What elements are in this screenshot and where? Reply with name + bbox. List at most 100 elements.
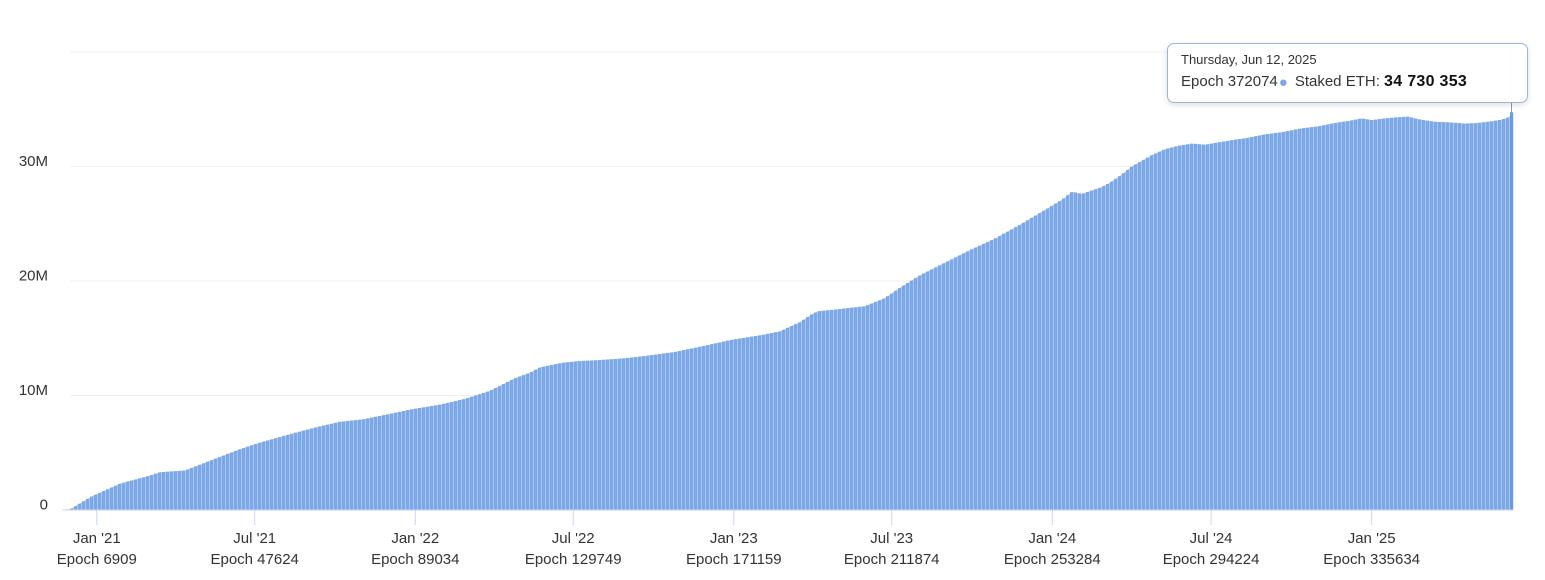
bar[interactable] (1234, 139, 1238, 510)
bar[interactable] (1186, 144, 1190, 511)
bar[interactable] (310, 428, 314, 511)
bar[interactable] (1098, 187, 1102, 510)
bar[interactable] (222, 455, 226, 510)
bar[interactable] (1214, 142, 1218, 510)
bar[interactable] (1002, 233, 1006, 510)
bar[interactable] (1390, 117, 1394, 511)
bar[interactable] (1058, 201, 1062, 510)
bar[interactable] (1238, 139, 1242, 510)
bar[interactable] (710, 344, 714, 510)
bar[interactable] (974, 247, 978, 510)
bar[interactable] (494, 388, 498, 510)
bar[interactable] (1426, 120, 1430, 510)
bar[interactable] (194, 466, 198, 510)
bar[interactable] (138, 478, 142, 510)
bar[interactable] (842, 308, 846, 510)
bar[interactable] (558, 363, 562, 510)
bar[interactable] (330, 423, 334, 510)
bar[interactable] (1370, 120, 1374, 510)
bar[interactable] (1274, 133, 1278, 510)
bar[interactable] (894, 290, 898, 510)
bar[interactable] (1078, 193, 1082, 510)
bar[interactable] (854, 307, 858, 510)
bar[interactable] (102, 491, 106, 510)
bar[interactable] (254, 444, 258, 510)
bar[interactable] (402, 411, 406, 510)
bar[interactable] (226, 454, 230, 510)
bar[interactable] (566, 362, 570, 510)
bar[interactable] (810, 314, 814, 510)
bar[interactable] (686, 349, 690, 510)
bar[interactable] (1146, 157, 1150, 510)
bar[interactable] (178, 470, 182, 510)
bar[interactable] (1126, 169, 1130, 510)
bar[interactable] (794, 324, 798, 510)
bar[interactable] (378, 416, 382, 510)
bar[interactable] (1394, 117, 1398, 511)
bar[interactable] (410, 409, 414, 510)
bar[interactable] (426, 406, 430, 510)
bar[interactable] (1222, 141, 1226, 511)
bar[interactable] (1170, 147, 1174, 510)
bar[interactable] (286, 434, 290, 510)
bar[interactable] (1018, 225, 1022, 510)
bar[interactable] (634, 357, 638, 510)
bar[interactable] (1326, 124, 1330, 511)
bar[interactable] (1466, 123, 1470, 511)
bar[interactable] (1114, 178, 1118, 510)
bar[interactable] (546, 365, 550, 510)
bar[interactable] (594, 360, 598, 510)
bar[interactable] (618, 358, 622, 510)
bar[interactable] (858, 306, 862, 510)
bar[interactable] (1422, 120, 1426, 510)
bar[interactable] (414, 408, 418, 510)
bar[interactable] (1382, 118, 1386, 510)
bar[interactable] (1046, 208, 1050, 511)
bar[interactable] (1286, 131, 1290, 510)
bar[interactable] (822, 310, 826, 510)
bar[interactable] (598, 360, 602, 510)
bar[interactable] (362, 419, 366, 510)
bar[interactable] (738, 338, 742, 510)
bar[interactable] (1134, 164, 1138, 510)
bar[interactable] (1106, 184, 1110, 510)
bar[interactable] (1450, 122, 1454, 511)
bar[interactable] (574, 361, 578, 510)
bar[interactable] (1122, 173, 1126, 510)
bar[interactable] (486, 391, 490, 510)
bar[interactable] (162, 472, 166, 510)
bar[interactable] (290, 433, 294, 510)
bar[interactable] (338, 421, 342, 510)
bar[interactable] (590, 360, 594, 511)
bar[interactable] (118, 483, 122, 510)
bar[interactable] (1350, 120, 1354, 511)
bar[interactable] (70, 508, 74, 511)
bar[interactable] (838, 309, 842, 510)
bar[interactable] (946, 261, 950, 510)
bar[interactable] (86, 499, 90, 510)
bar[interactable] (1254, 136, 1258, 511)
bar[interactable] (298, 431, 302, 510)
bar[interactable] (722, 341, 726, 510)
bar[interactable] (530, 372, 534, 510)
bar[interactable] (1226, 140, 1230, 510)
bar[interactable] (126, 481, 130, 510)
bar[interactable] (994, 238, 998, 511)
bar[interactable] (982, 243, 986, 510)
bar[interactable] (1490, 121, 1494, 511)
bar[interactable] (958, 255, 962, 510)
bar[interactable] (1494, 120, 1498, 510)
bar[interactable] (1398, 117, 1402, 510)
bar[interactable] (114, 485, 118, 510)
bar[interactable] (442, 403, 446, 510)
bar[interactable] (1318, 126, 1322, 510)
bar[interactable] (582, 360, 586, 510)
bar[interactable] (94, 494, 98, 510)
bar[interactable] (1418, 119, 1422, 511)
bar[interactable] (714, 343, 718, 510)
bar[interactable] (826, 310, 830, 510)
bar[interactable] (1142, 159, 1146, 510)
bar[interactable] (1406, 116, 1410, 510)
bar[interactable] (886, 296, 890, 510)
bar[interactable] (1050, 206, 1054, 510)
